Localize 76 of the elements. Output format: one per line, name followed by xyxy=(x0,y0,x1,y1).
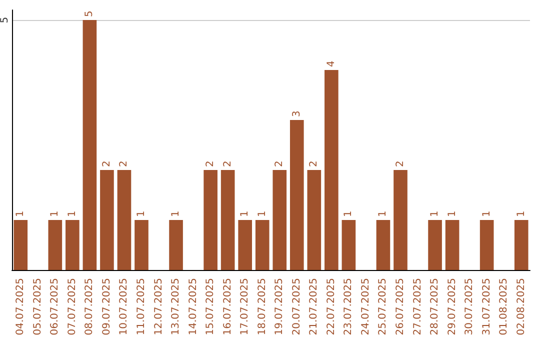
x-tick-label: 22.07.2025 xyxy=(326,278,337,336)
bar xyxy=(238,220,252,270)
x-tick-label: 20.07.2025 xyxy=(291,278,302,336)
data-label: 2 xyxy=(395,160,406,167)
bar xyxy=(480,220,494,270)
bar xyxy=(66,220,80,270)
data-label: 1 xyxy=(256,210,268,217)
x-tick-label: 28.07.2025 xyxy=(430,278,441,336)
x-tick-label: 14.07.2025 xyxy=(188,278,199,336)
data-label: 4 xyxy=(326,60,337,67)
bar xyxy=(220,170,235,270)
data-label: 1 xyxy=(481,210,492,217)
data-label: 2 xyxy=(274,160,286,167)
x-tick-label: 21.07.2025 xyxy=(308,278,320,336)
x-tick-label: 17.07.2025 xyxy=(240,278,251,336)
bar xyxy=(272,170,287,270)
bar xyxy=(290,120,304,270)
x-tick-label: 30.07.2025 xyxy=(464,278,476,336)
x-tick-label: 23.07.2025 xyxy=(343,278,354,336)
data-label: 1 xyxy=(15,210,26,217)
x-tick-label: 18.07.2025 xyxy=(256,278,268,336)
bar xyxy=(14,220,28,270)
x-tick-label: 07.07.2025 xyxy=(66,278,78,336)
x-tick-label: 16.07.2025 xyxy=(222,278,234,336)
bar xyxy=(48,220,62,270)
data-label: 2 xyxy=(222,160,234,167)
data-label: 1 xyxy=(136,210,147,217)
data-label: 2 xyxy=(101,160,112,167)
data-label: 2 xyxy=(308,160,320,167)
data-label: 1 xyxy=(516,210,527,217)
bar xyxy=(307,170,322,270)
x-tick-label: 05.07.2025 xyxy=(32,278,44,336)
x-tick-label: 29.07.2025 xyxy=(446,278,458,336)
data-label: 1 xyxy=(430,210,441,217)
bar xyxy=(342,220,356,270)
bar xyxy=(324,70,338,270)
x-tick-label: 13.07.2025 xyxy=(170,278,182,336)
data-label: 5 xyxy=(84,10,96,17)
data-label: 1 xyxy=(446,210,458,217)
data-label: 2 xyxy=(118,160,130,167)
bar xyxy=(204,170,218,270)
x-tick-label: 15.07.2025 xyxy=(205,278,216,336)
bar xyxy=(514,220,528,270)
bar xyxy=(428,220,442,270)
x-tick-label: 25.07.2025 xyxy=(378,278,389,336)
bar xyxy=(82,20,97,270)
x-tick-label: 27.07.2025 xyxy=(412,278,424,336)
x-tick-label: 09.07.2025 xyxy=(101,278,112,336)
bar xyxy=(376,220,390,270)
bar xyxy=(100,170,114,270)
x-tick-label: 19.07.2025 xyxy=(274,278,286,336)
x-tick-label: 11.07.2025 xyxy=(136,278,147,336)
bar xyxy=(394,170,408,270)
data-label: 2 xyxy=(205,160,216,167)
bar xyxy=(117,170,132,270)
data-label: 1 xyxy=(378,210,389,217)
x-tick-label: 26.07.2025 xyxy=(395,278,406,336)
x-tick-label: 31.07.2025 xyxy=(481,278,492,336)
x-tick-label: 01.08.2025 xyxy=(498,278,510,336)
x-tick-label: 02.08.2025 xyxy=(516,278,527,336)
data-label: 3 xyxy=(291,110,302,117)
data-label: 1 xyxy=(240,210,251,217)
x-tick-label: 10.07.2025 xyxy=(118,278,130,336)
x-tick-label: 12.07.2025 xyxy=(153,278,164,336)
x-tick-label: 04.07.2025 xyxy=(15,278,26,336)
x-tick-label: 08.07.2025 xyxy=(84,278,96,336)
bar xyxy=(134,220,148,270)
bar xyxy=(169,220,183,270)
data-label: 1 xyxy=(66,210,78,217)
x-tick-label: 06.07.2025 xyxy=(50,278,61,336)
bar xyxy=(445,220,460,270)
x-tick-label: 24.07.2025 xyxy=(360,278,372,336)
bar xyxy=(255,220,270,270)
data-label: 1 xyxy=(343,210,354,217)
data-label: 1 xyxy=(50,210,61,217)
data-label: 1 xyxy=(170,210,182,217)
